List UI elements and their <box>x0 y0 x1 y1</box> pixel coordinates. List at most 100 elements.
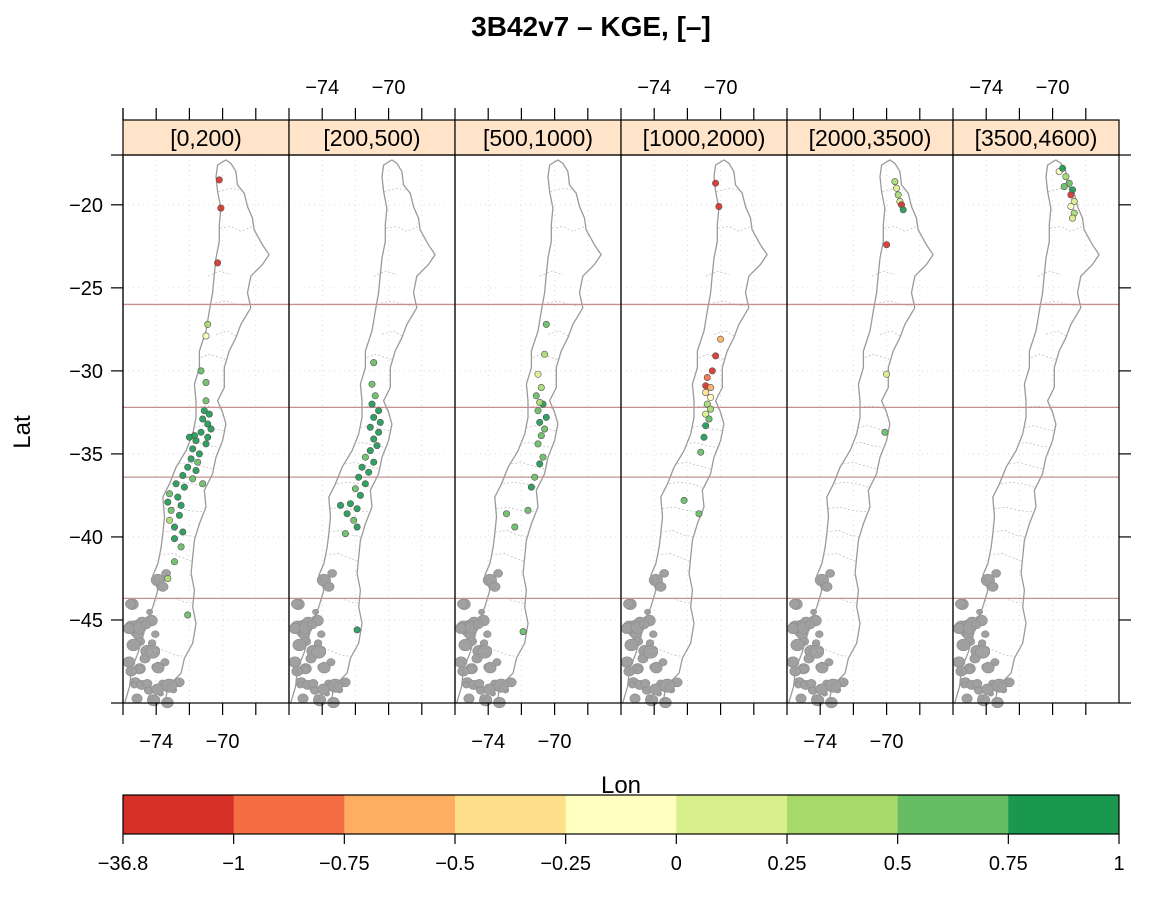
station-point <box>175 511 183 519</box>
colorkey-swatch <box>787 795 899 834</box>
region-boundary <box>660 529 696 538</box>
region-boundary <box>511 461 545 470</box>
panel-border <box>952 154 1120 704</box>
colorkey-label: −0.75 <box>319 853 370 875</box>
y-axis-label: Lat <box>9 415 36 449</box>
panel-strip-label: [1000,2000) <box>643 125 766 151</box>
station-point <box>899 206 907 214</box>
region-boundary <box>828 506 869 513</box>
island-shape <box>147 694 154 701</box>
station-point <box>365 468 373 476</box>
station-point <box>195 450 203 458</box>
region-boundary <box>353 441 386 448</box>
region-boundary <box>360 425 391 432</box>
chile-outline <box>123 159 270 704</box>
region-boundary <box>716 187 738 192</box>
region-boundary <box>871 270 895 277</box>
island-shape <box>956 638 971 652</box>
colorkey-label: 0.25 <box>768 853 807 875</box>
station-point <box>697 448 705 456</box>
island-shape <box>291 598 303 609</box>
island-shape <box>981 630 990 638</box>
figure-title: 3B42v7 – KGE, [–] <box>471 11 711 42</box>
region-boundary <box>174 598 193 604</box>
panel-strip-label: [0,200) <box>170 125 242 151</box>
island-shape <box>809 645 825 659</box>
station-point <box>542 320 550 328</box>
region-boundary <box>503 481 537 488</box>
region-boundary <box>547 330 569 337</box>
station-point <box>189 445 197 453</box>
station-point <box>353 523 361 531</box>
island-shape <box>815 630 824 638</box>
region-boundary <box>685 441 718 448</box>
y-tick-label: −40 <box>69 527 103 549</box>
station-point <box>370 413 378 421</box>
region-boundary <box>826 529 862 538</box>
region-boundary <box>851 441 884 448</box>
station-point <box>712 352 720 360</box>
station-point <box>187 455 195 463</box>
region-boundary <box>491 553 525 563</box>
station-point <box>891 178 899 186</box>
panel-strip-label: [200,500) <box>323 125 420 151</box>
region-boundary <box>386 226 419 232</box>
panel-6: [3500,4600) −74 −70 <box>952 77 1120 715</box>
region-boundary <box>1004 598 1023 604</box>
chile-outline <box>455 159 602 704</box>
region-boundary <box>381 300 414 307</box>
station-point <box>534 370 542 378</box>
y-tick-label: −35 <box>69 444 103 466</box>
region-boundary <box>162 529 198 538</box>
x-tick-label-top: −74 <box>305 77 339 99</box>
region-boundary <box>677 461 711 470</box>
station-point <box>375 407 383 415</box>
chile-outline <box>787 159 934 704</box>
station-point <box>702 422 710 430</box>
station-point <box>702 410 710 418</box>
island-shape <box>955 598 967 609</box>
x-tick-label-bottom: −74 <box>471 731 505 753</box>
region-boundary <box>494 529 530 538</box>
colorkey-label: 0.5 <box>884 853 912 875</box>
region-boundary <box>340 598 359 604</box>
panel-5: [2000,3500) −74 −70 <box>786 108 954 753</box>
region-boundary <box>692 425 723 432</box>
station-point <box>366 423 374 431</box>
region-boundary <box>1037 270 1061 277</box>
station-point <box>542 413 550 421</box>
station-point <box>881 428 889 436</box>
island-shape <box>982 662 995 674</box>
station-point <box>502 510 510 518</box>
island-shape <box>987 581 999 592</box>
station-point <box>166 490 174 498</box>
island-shape <box>489 581 501 592</box>
colorkey-swatch <box>455 795 567 834</box>
region-boundary <box>835 481 869 488</box>
station-point <box>355 473 363 481</box>
region-boundary <box>381 330 403 337</box>
colorkey-label: 0 <box>671 853 682 875</box>
station-point <box>356 491 364 499</box>
panel-strip <box>952 119 1120 156</box>
region-boundary <box>1025 405 1052 410</box>
station-point <box>707 393 715 401</box>
station-point <box>1067 203 1075 211</box>
island-shape <box>463 693 475 704</box>
panel-2: [200,500) −74 −70 <box>288 77 456 715</box>
region-boundary <box>527 405 554 410</box>
station-point <box>541 425 549 433</box>
panel-strip-label: [500,1000) <box>483 125 593 151</box>
station-point <box>185 433 193 441</box>
region-boundary <box>698 353 724 360</box>
station-point <box>883 370 891 378</box>
station-point <box>1065 179 1073 187</box>
x-tick-label-bottom: −74 <box>139 731 173 753</box>
color-key: −36.8 −1 −0.75 −0.5 −0.25 0 0.25 0.5 0.75 1 <box>98 794 1125 875</box>
station-point <box>703 400 711 408</box>
station-point <box>346 500 354 508</box>
region-boundary <box>1045 300 1078 307</box>
colorkey-swatch <box>233 795 345 834</box>
station-point <box>366 447 374 455</box>
colorkey-swatch <box>897 795 1009 834</box>
